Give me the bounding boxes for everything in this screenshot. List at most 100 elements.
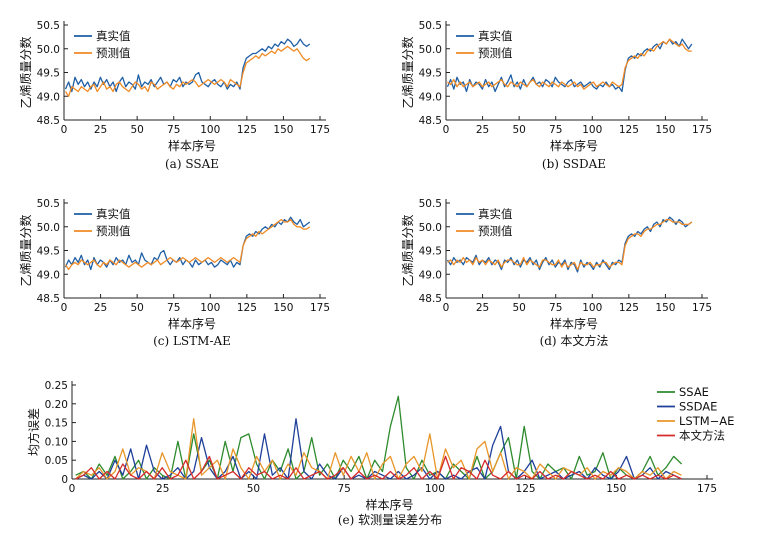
y-tick-label: 50.5 (37, 20, 60, 32)
y-axis-label: 乙烯质量分数 (400, 36, 415, 108)
y-axis-label: 乙烯质量分数 (400, 214, 415, 286)
series-line-预测值 (64, 45, 311, 97)
y-tick-label: 49.5 (37, 246, 60, 258)
x-tick-label: 50 (130, 302, 143, 314)
y-tick-label: 48.5 (37, 115, 60, 127)
x-tick-label: 125 (516, 483, 536, 495)
y-tick-label: 50.0 (419, 44, 442, 56)
y-tick-label: 50.5 (419, 20, 442, 32)
x-tick-label: 150 (606, 483, 626, 495)
x-tick-label: 0 (443, 124, 450, 136)
x-axis-label: 样本序号 (550, 316, 598, 331)
x-tick-label: 100 (582, 124, 602, 136)
x-tick-label: 0 (61, 302, 68, 314)
x-tick-label: 75 (167, 124, 180, 136)
y-tick-label: 50.0 (419, 222, 442, 234)
chart-panel-4: 0 25 50 75 100 125 150 175 0 0.05 0.10 0.15 0.20 0.25… (26, 380, 734, 527)
y-tick-label: 50.0 (37, 44, 60, 56)
y-tick-label: 0.15 (45, 418, 68, 430)
y-tick-label: 49.0 (37, 269, 60, 281)
y-tick-label: 0.20 (45, 399, 68, 411)
y-tick-label: 0.05 (45, 455, 68, 467)
x-tick-label: 100 (425, 483, 445, 495)
legend-label: 真实值 (96, 29, 131, 43)
y-tick-label: 50.5 (419, 198, 442, 210)
panel-caption: (d) 本文方法 (540, 333, 609, 348)
legend-label: SSAE (679, 385, 709, 399)
panel-caption: (a) SSAE (165, 157, 219, 171)
y-tick-label: 49.5 (419, 246, 442, 258)
y-tick-label: 48.5 (419, 115, 442, 127)
x-axis-label: 样本序号 (168, 138, 216, 153)
x-tick-label: 150 (273, 302, 293, 314)
chart-panel-1: 0 25 50 75 100 125 150 175 48.5 49.0 49.5 50.0 50.5 样… (400, 20, 712, 171)
x-tick-label: 0 (443, 302, 450, 314)
x-axis-label: 样本序号 (550, 138, 598, 153)
legend-label: 预测值 (96, 224, 131, 238)
y-tick-label: 0.25 (45, 380, 68, 392)
y-tick-label: 48.5 (419, 293, 442, 305)
x-tick-label: 75 (167, 302, 180, 314)
panel-caption: (c) LSTM-AE (153, 334, 231, 348)
chart-panel-3: 0 25 50 75 100 125 150 175 48.5 49.0 49.5 50.0 50.5 样… (400, 198, 712, 348)
x-tick-label: 75 (337, 483, 350, 495)
x-tick-label: 0 (61, 124, 68, 136)
series-line-本文方法 (75, 455, 682, 480)
x-tick-label: 125 (619, 302, 639, 314)
y-tick-label: 49.0 (419, 269, 442, 281)
x-tick-label: 175 (697, 483, 717, 495)
x-tick-label: 150 (655, 124, 675, 136)
y-tick-label: 49.5 (37, 68, 60, 80)
x-tick-label: 125 (237, 302, 257, 314)
y-axis-label: 乙烯质量分数 (18, 214, 33, 286)
legend-label: 预测值 (96, 46, 131, 60)
y-tick-label: 49.5 (419, 68, 442, 80)
series-line-预测值 (447, 38, 692, 90)
x-tick-label: 50 (512, 302, 525, 314)
x-tick-label: 175 (692, 124, 712, 136)
x-axis-label: 样本序号 (365, 497, 413, 512)
x-axis-label: 样本序号 (168, 316, 216, 331)
x-tick-label: 0 (69, 483, 76, 495)
series-line-预测值 (447, 218, 693, 271)
x-tick-label: 100 (200, 124, 220, 136)
series-line-真实值 (446, 38, 693, 93)
x-tick-label: 125 (619, 124, 639, 136)
x-tick-label: 25 (476, 124, 489, 136)
legend-label: LSTM−AE (679, 414, 734, 428)
x-tick-label: 25 (156, 483, 169, 495)
series-line-SSDAE (75, 418, 682, 480)
legend-label: 真实值 (478, 207, 513, 221)
legend-label: 本文方法 (679, 429, 725, 443)
y-axis-label: 均方误差 (26, 408, 41, 456)
x-tick-label: 75 (549, 124, 562, 136)
x-tick-label: 25 (94, 124, 107, 136)
legend-label: 真实值 (96, 207, 131, 221)
y-tick-label: 48.5 (37, 293, 60, 305)
y-tick-label: 49.0 (37, 91, 60, 103)
x-tick-label: 100 (200, 302, 220, 314)
x-tick-label: 100 (582, 302, 602, 314)
x-tick-label: 125 (237, 124, 257, 136)
series-line-SSAE (75, 395, 683, 480)
y-tick-label: 0.10 (45, 436, 68, 448)
panel-caption: (b) SSDAE (542, 157, 606, 171)
x-tick-label: 150 (273, 124, 293, 136)
x-tick-label: 150 (655, 302, 675, 314)
y-tick-label: 50.0 (37, 222, 60, 234)
x-tick-label: 175 (692, 302, 712, 314)
y-tick-label: 49.0 (419, 91, 442, 103)
x-tick-label: 50 (130, 124, 143, 136)
chart-panel-0: 0 25 50 75 100 125 150 175 48.5 49.0 49.5 50.0 50.5 样… (18, 20, 330, 171)
x-tick-label: 75 (549, 302, 562, 314)
x-tick-label: 25 (476, 302, 489, 314)
y-tick-label: 0 (61, 474, 68, 486)
series-line-预测值 (64, 218, 311, 271)
y-axis-label: 乙烯质量分数 (18, 36, 33, 108)
